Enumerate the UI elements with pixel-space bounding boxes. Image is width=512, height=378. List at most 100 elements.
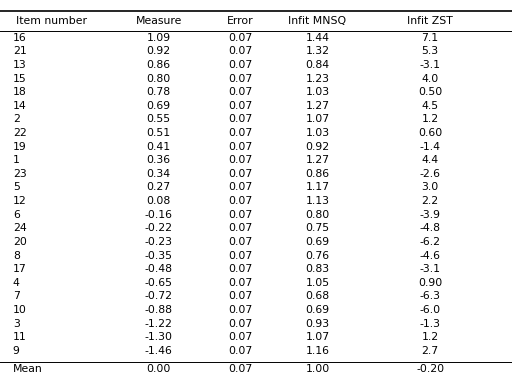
Text: 0.07: 0.07 xyxy=(228,74,253,84)
Text: 0.07: 0.07 xyxy=(228,46,253,56)
Text: 0.07: 0.07 xyxy=(228,128,253,138)
Text: 9: 9 xyxy=(13,346,19,356)
Text: 0.07: 0.07 xyxy=(228,223,253,233)
Text: 0.07: 0.07 xyxy=(228,142,253,152)
Text: 7: 7 xyxy=(13,291,19,301)
Text: 0.07: 0.07 xyxy=(228,319,253,328)
Text: 1.03: 1.03 xyxy=(305,87,330,97)
Text: -1.46: -1.46 xyxy=(145,346,173,356)
Text: 0.07: 0.07 xyxy=(228,183,253,192)
Text: 4.0: 4.0 xyxy=(421,74,439,84)
Text: -1.30: -1.30 xyxy=(145,332,173,342)
Text: 1: 1 xyxy=(13,155,19,165)
Text: 8: 8 xyxy=(13,251,19,260)
Text: 1.16: 1.16 xyxy=(306,346,329,356)
Text: 0.07: 0.07 xyxy=(228,251,253,260)
Text: 0.27: 0.27 xyxy=(146,183,171,192)
Text: 1.23: 1.23 xyxy=(306,74,329,84)
Text: 0.68: 0.68 xyxy=(305,291,330,301)
Text: 1.27: 1.27 xyxy=(306,101,329,111)
Text: 23: 23 xyxy=(13,169,27,179)
Text: 17: 17 xyxy=(13,264,27,274)
Text: -3.9: -3.9 xyxy=(419,210,441,220)
Text: 0.07: 0.07 xyxy=(228,87,253,97)
Text: 1.03: 1.03 xyxy=(305,128,330,138)
Text: 0.69: 0.69 xyxy=(305,237,330,247)
Text: 0.80: 0.80 xyxy=(146,74,171,84)
Text: -3.1: -3.1 xyxy=(419,264,441,274)
Text: 0.36: 0.36 xyxy=(146,155,171,165)
Text: Measure: Measure xyxy=(136,16,182,26)
Text: 1.13: 1.13 xyxy=(306,196,329,206)
Text: 1.07: 1.07 xyxy=(305,332,330,342)
Text: 1.17: 1.17 xyxy=(306,183,329,192)
Text: 0.07: 0.07 xyxy=(228,33,253,43)
Text: Item number: Item number xyxy=(16,16,87,26)
Text: -0.16: -0.16 xyxy=(145,210,173,220)
Text: 0.07: 0.07 xyxy=(228,101,253,111)
Text: -4.8: -4.8 xyxy=(419,223,441,233)
Text: 0.75: 0.75 xyxy=(305,223,330,233)
Text: 0.07: 0.07 xyxy=(228,291,253,301)
Text: -1.3: -1.3 xyxy=(419,319,441,328)
Text: 10: 10 xyxy=(13,305,27,315)
Text: 0.50: 0.50 xyxy=(418,87,442,97)
Text: 0.83: 0.83 xyxy=(305,264,330,274)
Text: 1.32: 1.32 xyxy=(306,46,329,56)
Text: 0.07: 0.07 xyxy=(228,364,253,374)
Text: 4.5: 4.5 xyxy=(421,101,439,111)
Text: 0.07: 0.07 xyxy=(228,346,253,356)
Text: 0.90: 0.90 xyxy=(418,278,442,288)
Text: 13: 13 xyxy=(13,60,27,70)
Text: 21: 21 xyxy=(13,46,27,56)
Text: -0.35: -0.35 xyxy=(145,251,173,260)
Text: -4.6: -4.6 xyxy=(419,251,441,260)
Text: 0.07: 0.07 xyxy=(228,60,253,70)
Text: 6: 6 xyxy=(13,210,19,220)
Text: -1.22: -1.22 xyxy=(145,319,173,328)
Text: 3.0: 3.0 xyxy=(421,183,439,192)
Text: -1.4: -1.4 xyxy=(419,142,441,152)
Text: 0.86: 0.86 xyxy=(146,60,171,70)
Text: 0.84: 0.84 xyxy=(305,60,330,70)
Text: 4.4: 4.4 xyxy=(421,155,439,165)
Text: 1.05: 1.05 xyxy=(305,278,330,288)
Text: 4: 4 xyxy=(13,278,19,288)
Text: -6.0: -6.0 xyxy=(419,305,441,315)
Text: 0.69: 0.69 xyxy=(146,101,171,111)
Text: 5.3: 5.3 xyxy=(421,46,439,56)
Text: 0.07: 0.07 xyxy=(228,237,253,247)
Text: 0.00: 0.00 xyxy=(146,364,171,374)
Text: Infit ZST: Infit ZST xyxy=(407,16,453,26)
Text: 0.07: 0.07 xyxy=(228,169,253,179)
Text: 0.76: 0.76 xyxy=(305,251,330,260)
Text: -0.23: -0.23 xyxy=(145,237,173,247)
Text: 2.7: 2.7 xyxy=(421,346,439,356)
Text: 7.1: 7.1 xyxy=(421,33,439,43)
Text: 2: 2 xyxy=(13,115,19,124)
Text: -0.88: -0.88 xyxy=(145,305,173,315)
Text: 0.51: 0.51 xyxy=(146,128,171,138)
Text: -0.22: -0.22 xyxy=(145,223,173,233)
Text: 20: 20 xyxy=(13,237,27,247)
Text: 1.00: 1.00 xyxy=(305,364,330,374)
Text: 19: 19 xyxy=(13,142,27,152)
Text: 2.2: 2.2 xyxy=(421,196,439,206)
Text: 0.07: 0.07 xyxy=(228,264,253,274)
Text: 0.93: 0.93 xyxy=(305,319,330,328)
Text: 18: 18 xyxy=(13,87,27,97)
Text: 11: 11 xyxy=(13,332,27,342)
Text: 12: 12 xyxy=(13,196,27,206)
Text: -0.65: -0.65 xyxy=(145,278,173,288)
Text: 0.86: 0.86 xyxy=(305,169,330,179)
Text: 0.07: 0.07 xyxy=(228,278,253,288)
Text: -2.6: -2.6 xyxy=(419,169,441,179)
Text: 0.80: 0.80 xyxy=(305,210,330,220)
Text: 0.69: 0.69 xyxy=(305,305,330,315)
Text: 16: 16 xyxy=(13,33,27,43)
Text: 0.34: 0.34 xyxy=(146,169,171,179)
Text: 0.07: 0.07 xyxy=(228,210,253,220)
Text: 0.92: 0.92 xyxy=(146,46,171,56)
Text: 0.55: 0.55 xyxy=(146,115,171,124)
Text: 0.41: 0.41 xyxy=(146,142,171,152)
